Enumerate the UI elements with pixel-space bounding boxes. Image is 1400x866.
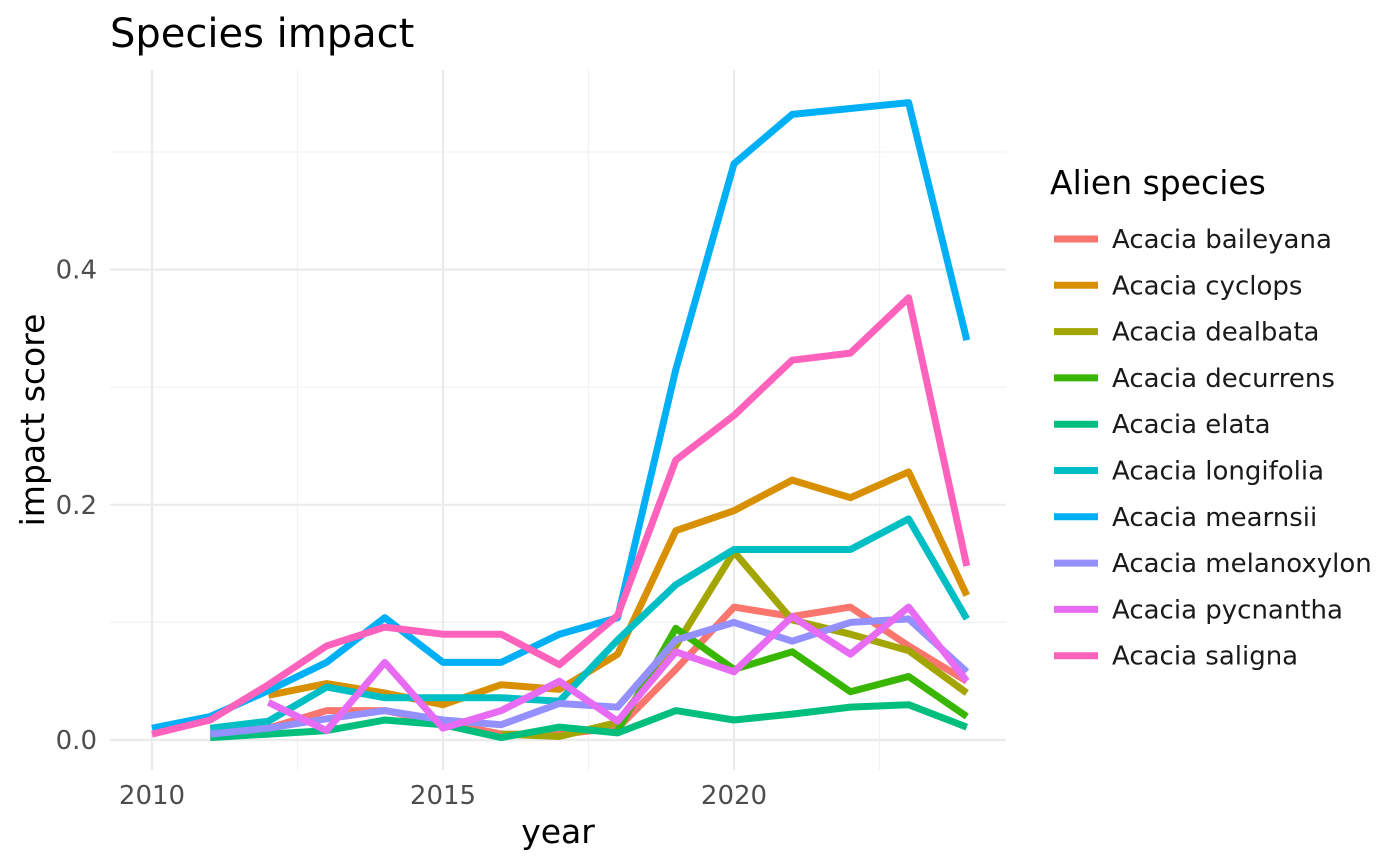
legend-label-acacia-longifolia: Acacia longifolia — [1112, 457, 1324, 487]
x-tick-label: 2015 — [410, 781, 476, 811]
legend-label-acacia-melanoxylon: Acacia melanoxylon — [1112, 549, 1372, 579]
legend-label-acacia-baileyana: Acacia baileyana — [1112, 225, 1332, 255]
grid — [110, 70, 1006, 770]
legend-label-acacia-decurrens: Acacia decurrens — [1112, 364, 1335, 394]
legend: Alien species Acacia baileyana Acacia cyc… — [1050, 163, 1372, 672]
x-axis-ticks: 2010 2015 2020 — [119, 781, 767, 811]
y-axis-ticks: 0.0 0.2 0.4 — [56, 256, 97, 756]
legend-label-acacia-dealbata: Acacia dealbata — [1112, 318, 1320, 348]
series-line-acacia-cyclops — [267, 468, 970, 709]
legend-label-acacia-pycnantha: Acacia pycnantha — [1112, 595, 1343, 625]
legend-label-acacia-cyclops: Acacia cyclops — [1112, 271, 1302, 301]
series-line-acacia-longifolia — [209, 515, 970, 732]
series-line-acacia-saligna — [151, 294, 971, 738]
x-axis-title: year — [521, 812, 595, 851]
x-tick-label: 2020 — [701, 781, 767, 811]
series-lines — [151, 99, 971, 742]
y-tick-label: 0.2 — [56, 491, 97, 521]
legend-title: Alien species — [1050, 163, 1266, 202]
x-tick-label: 2010 — [119, 781, 185, 811]
series-line-acacia-elata — [209, 701, 969, 742]
legend-label-acacia-mearnsii: Acacia mearnsii — [1112, 503, 1317, 533]
series-line-acacia-mearnsii — [151, 99, 971, 732]
series-line-acacia-pycnantha — [266, 603, 970, 735]
chart-title: Species impact — [110, 11, 414, 57]
y-tick-label: 0.4 — [56, 256, 97, 286]
y-axis-title: impact score — [13, 314, 52, 527]
legend-label-acacia-elata: Acacia elata — [1112, 410, 1271, 440]
legend-label-acacia-saligna: Acacia saligna — [1112, 642, 1298, 672]
series-line-acacia-decurrens — [614, 624, 969, 733]
y-tick-label: 0.0 — [56, 726, 97, 756]
